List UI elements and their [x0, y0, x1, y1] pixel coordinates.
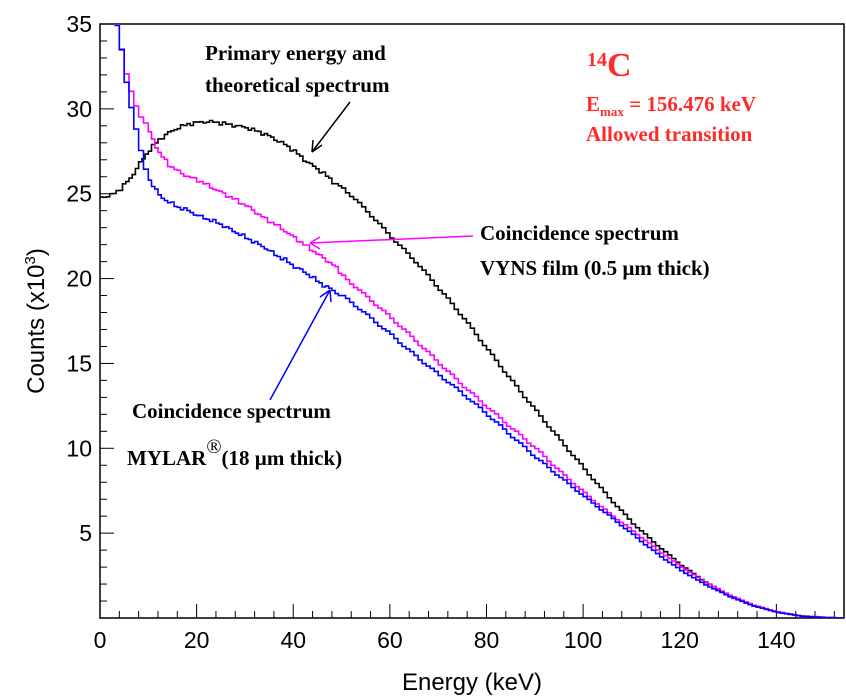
y-tick-label: 10 [66, 435, 92, 461]
x-tick-label: 100 [564, 627, 602, 653]
x-tick-label: 80 [474, 627, 500, 653]
plot-frame [99, 23, 845, 619]
emax-label: Emax = 156.476 keV [586, 92, 756, 119]
x-tick-label: 120 [661, 627, 699, 653]
x-tick-label: 40 [280, 627, 306, 653]
mylar-annotation-line1: Coincidence spectrum [132, 399, 331, 423]
primary-arrow [311, 101, 351, 153]
x-tick-label: 0 [94, 627, 107, 653]
primary-annotation-line1: Primary energy and [205, 41, 386, 65]
transition-label: Allowed transition [586, 122, 753, 146]
x-tick-label: 20 [184, 627, 210, 653]
emax-prefix: E [586, 92, 600, 116]
vyns-arrowhead [309, 236, 321, 250]
y-tick-label: 35 [66, 11, 92, 37]
vyns-arrow [309, 235, 474, 244]
y-tick-label: 15 [66, 350, 92, 376]
primary-annotation-line2: theoretical spectrum [205, 73, 390, 97]
y-axis-title-close: ) [23, 248, 50, 256]
isotope-symbol: C [607, 47, 632, 84]
series-line [100, 119, 844, 618]
emax-sub: max [600, 104, 624, 119]
vyns-annotation-line1: Coincidence spectrum [480, 221, 679, 245]
y-axis-title: Counts (x103) [22, 248, 50, 394]
y-tick-labels: 5 10 15 20 25 30 35 [66, 11, 92, 546]
series-group [100, 24, 844, 618]
isotope-mass: 14 [587, 49, 607, 71]
y-tick-label: 30 [66, 96, 92, 122]
x-tick-label: 140 [757, 627, 795, 653]
y-tick-label: 25 [66, 181, 92, 207]
emax-value: = 156.476 keV [624, 92, 756, 116]
y-tick-label: 5 [79, 520, 92, 546]
mylar-thickness: (18 µm thick) [222, 446, 343, 470]
x-tick-label: 60 [377, 627, 403, 653]
y-axis-title-exponent: 3 [22, 256, 39, 264]
mylar-arrowhead [319, 289, 332, 303]
mylar-registered: ® [206, 436, 221, 458]
vyns-annotation-line2: VYNS film (0.5 µm thick) [480, 256, 710, 280]
mylar-arrow [269, 289, 331, 401]
mylar-name: MYLAR [127, 446, 207, 470]
y-axis-title-main: Counts (x10 [23, 264, 50, 393]
isotope-label: 14C [587, 47, 632, 84]
primary-arrowhead [311, 139, 323, 153]
x-axis-title: Energy (keV) [402, 669, 542, 696]
x-tick-labels: 0 20 40 60 80 100 120 140 [94, 627, 796, 653]
y-tick-label: 20 [66, 266, 92, 292]
mylar-annotation-line2: MYLAR®(18 µm thick) [127, 436, 342, 470]
series-line [114, 24, 844, 618]
